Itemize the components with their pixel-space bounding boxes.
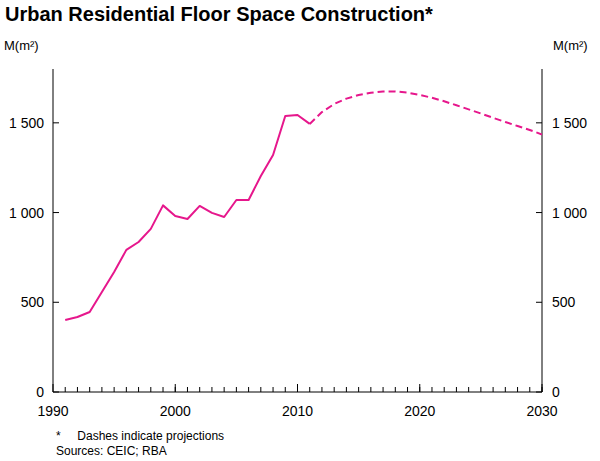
x-minor-tick	[346, 387, 347, 392]
y2-tick	[536, 212, 542, 213]
x-minor-tick	[395, 387, 396, 392]
x-minor-tick	[370, 387, 371, 392]
x-minor-tick	[468, 387, 469, 392]
x-minor-tick	[77, 387, 78, 392]
x-minor-tick	[211, 387, 212, 392]
x-tick	[53, 384, 54, 392]
x-minor-tick	[248, 387, 249, 392]
x-tick-label: 2010	[282, 403, 313, 419]
y2-tick-label: 1 000	[552, 205, 587, 221]
title: Urban Residential Floor Space Constructi…	[5, 3, 433, 25]
x-tick	[175, 384, 176, 392]
y-tick	[53, 122, 59, 123]
x-minor-tick	[89, 387, 90, 392]
y2-tick-label: 0	[552, 384, 560, 400]
y2-tick	[536, 302, 542, 303]
x-minor-tick	[224, 387, 225, 392]
x-minor-tick	[126, 387, 127, 392]
source: Sources: CEIC; RBA	[56, 444, 167, 458]
plot-area	[65, 91, 542, 320]
x-minor-tick	[273, 387, 274, 392]
x-minor-tick	[65, 387, 66, 392]
y-tick	[53, 302, 59, 303]
x-minor-tick	[309, 387, 310, 392]
x-minor-tick	[260, 387, 261, 392]
y-tick	[53, 392, 59, 393]
y2-axis-line	[542, 69, 543, 392]
x-minor-tick	[138, 387, 139, 392]
x-minor-tick	[517, 387, 518, 392]
x-minor-tick	[431, 387, 432, 392]
x-minor-tick	[285, 387, 286, 392]
x-minor-tick	[187, 387, 188, 392]
x-minor-tick	[358, 387, 359, 392]
x-minor-tick	[236, 387, 237, 392]
x-tick	[542, 384, 543, 392]
x-tick-label: 1990	[37, 403, 68, 419]
y2-tick-label: 1 500	[552, 115, 587, 131]
x-minor-tick	[150, 387, 151, 392]
y-tick	[53, 212, 59, 213]
x-minor-tick	[334, 387, 335, 392]
y-tick-label: 1 500	[9, 115, 44, 131]
series-line	[65, 115, 310, 320]
x-minor-tick	[505, 387, 506, 392]
x-minor-tick	[114, 387, 115, 392]
x-minor-tick	[444, 387, 445, 392]
y-tick-label: 500	[21, 294, 45, 310]
y-axis-line	[53, 69, 54, 392]
x-minor-tick	[456, 387, 457, 392]
chart: Urban Residential Floor Space Constructi…	[0, 0, 600, 461]
x-tick	[297, 384, 298, 392]
x-tick-label: 2020	[404, 403, 435, 419]
series-line	[310, 91, 542, 134]
y-tick-label: 0	[36, 384, 44, 400]
y2-tick	[536, 392, 542, 393]
x-minor-tick	[493, 387, 494, 392]
x-minor-tick	[529, 387, 530, 392]
y-tick-label: 1 000	[9, 205, 44, 221]
x-minor-tick	[480, 387, 481, 392]
x-minor-tick	[321, 387, 322, 392]
x-minor-tick	[163, 387, 164, 392]
x-tick-label: 2000	[160, 403, 191, 419]
x-minor-tick	[383, 387, 384, 392]
y-axis-label: M(m²)	[4, 38, 39, 53]
y2-tick-label: 500	[552, 294, 576, 310]
x-minor-tick	[199, 387, 200, 392]
x-minor-tick	[101, 387, 102, 392]
x-tick	[419, 384, 420, 392]
footnote: * Dashes indicate projections	[56, 429, 224, 443]
x-minor-tick	[407, 387, 408, 392]
y2-axis-label: M(m²)	[553, 38, 588, 53]
y2-tick	[536, 122, 542, 123]
x-tick-label: 2030	[526, 403, 557, 419]
